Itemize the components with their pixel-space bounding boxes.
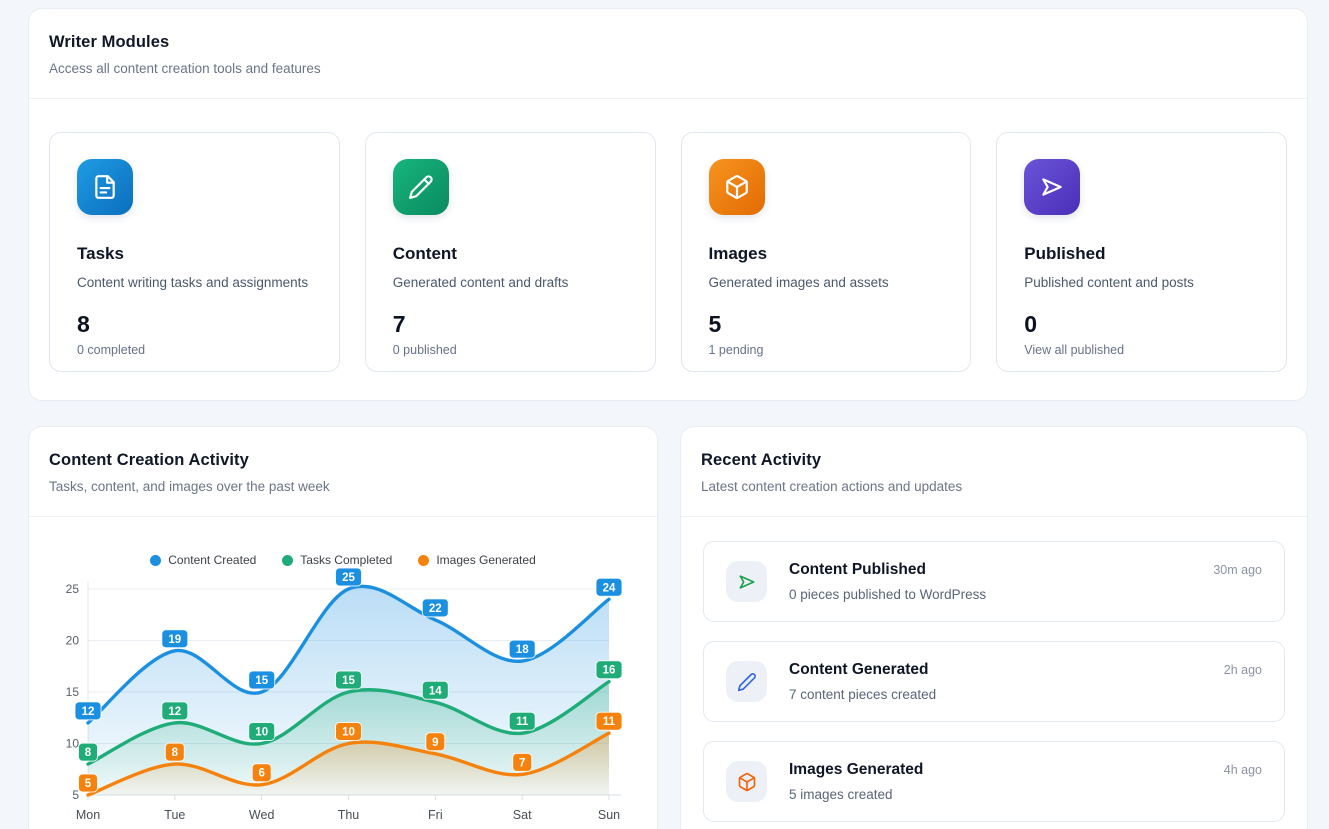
module-description: Generated images and assets — [708, 275, 889, 290]
module-description: Content writing tasks and assignments — [77, 275, 309, 290]
activity-title: Content Generated — [789, 661, 929, 678]
module-count-sub: 0 published — [392, 343, 457, 357]
svg-text:10: 10 — [255, 727, 268, 739]
writer-modules-title: Writer Modules — [49, 33, 170, 51]
activity-description: 7 content pieces created — [789, 687, 937, 702]
module-card-content[interactable]: Content Generated content and drafts 7 0… — [364, 132, 656, 372]
module-count-sub: 0 completed — [77, 343, 146, 357]
svg-text:16: 16 — [603, 665, 616, 677]
svg-text:10: 10 — [66, 737, 80, 751]
chart-panel-title: Content Creation Activity — [49, 451, 249, 469]
module-count-sub: View all published — [1024, 343, 1125, 357]
svg-text:20: 20 — [66, 634, 80, 648]
chart-body: Content Created Tasks Completed Images G… — [29, 553, 657, 829]
activity-timestamp: 4h ago — [1223, 763, 1262, 777]
module-title: Images — [708, 244, 768, 263]
svg-text:Fri: Fri — [428, 808, 443, 822]
legend-item-images-generated[interactable]: Images Generated — [418, 553, 536, 567]
module-count: 5 — [708, 311, 722, 337]
module-cards-row: Tasks Content writing tasks and assignme… — [29, 99, 1307, 400]
activity-item-images-generated[interactable]: Images Generated 4h ago 5 images created — [703, 741, 1285, 822]
svg-text:15: 15 — [342, 675, 355, 687]
legend-dot-green — [282, 554, 294, 566]
module-card-tasks[interactable]: Tasks Content writing tasks and assignme… — [49, 132, 340, 372]
module-description: Published content and posts — [1024, 275, 1194, 290]
svg-text:Sun: Sun — [598, 808, 620, 822]
svg-text:Mon: Mon — [76, 808, 100, 822]
activity-list: Content Published 30m ago 0 pieces publi… — [681, 517, 1307, 829]
svg-text:19: 19 — [168, 634, 181, 646]
document-icon — [77, 159, 133, 215]
module-title: Tasks — [77, 244, 124, 263]
module-count-sub: 1 pending — [708, 343, 764, 357]
legend-item-tasks-completed[interactable]: Tasks Completed — [282, 553, 392, 567]
cube-icon — [708, 159, 765, 215]
svg-text:22: 22 — [429, 603, 442, 615]
legend-item-content-created[interactable]: Content Created — [150, 553, 256, 567]
chart-legend: Content Created Tasks Completed Images G… — [49, 553, 637, 567]
module-count: 0 — [1024, 311, 1038, 337]
svg-text:11: 11 — [516, 716, 529, 728]
svg-text:25: 25 — [342, 572, 355, 584]
svg-text:Thu: Thu — [338, 808, 360, 822]
pencil-icon — [392, 159, 449, 215]
module-count: 8 — [77, 311, 90, 337]
recent-activity-title: Recent Activity — [701, 451, 822, 469]
activity-title: Images Generated — [789, 761, 924, 778]
svg-text:12: 12 — [82, 706, 95, 718]
activity-title: Content Published — [789, 561, 926, 578]
module-card-published[interactable]: Published Published content and posts 0 … — [996, 132, 1287, 372]
pencil-icon — [726, 661, 767, 702]
svg-text:8: 8 — [85, 747, 92, 759]
svg-text:Wed: Wed — [249, 808, 275, 822]
svg-text:Sat: Sat — [513, 808, 532, 822]
recent-activity-panel: Recent Activity Latest content creation … — [680, 426, 1308, 829]
send-icon — [726, 561, 767, 602]
recent-activity-header: Recent Activity Latest content creation … — [681, 427, 1307, 517]
activity-line-chart: 5 10 15 20 25 Mon Tue Wed Thu Fri Sat Sun 12 19 15 25 22… — [66, 567, 623, 822]
activity-description: 0 pieces published to WordPress — [789, 587, 987, 602]
svg-text:5: 5 — [72, 788, 79, 802]
legend-dot-blue — [150, 554, 162, 566]
activity-item-content-published[interactable]: Content Published 30m ago 0 pieces publi… — [703, 541, 1285, 622]
legend-label: Images Generated — [436, 553, 536, 567]
svg-text:25: 25 — [66, 582, 80, 596]
activity-timestamp: 2h ago — [1223, 663, 1262, 677]
svg-text:24: 24 — [603, 582, 616, 594]
writer-modules-subtitle: Access all content creation tools and fe… — [49, 61, 321, 76]
chart-panel-subtitle: Tasks, content, and images over the past… — [49, 479, 330, 494]
legend-dot-orange — [418, 554, 430, 566]
legend-label: Content Created — [168, 553, 257, 567]
recent-activity-subtitle: Latest content creation actions and upda… — [701, 479, 963, 494]
svg-text:6: 6 — [258, 768, 264, 780]
svg-text:14: 14 — [429, 685, 442, 697]
svg-text:Tue: Tue — [164, 808, 185, 822]
module-description: Generated content and drafts — [392, 275, 569, 290]
module-count: 7 — [392, 311, 406, 337]
module-title: Published — [1024, 244, 1106, 263]
activity-item-content-generated[interactable]: Content Generated 2h ago 7 content piece… — [703, 641, 1285, 722]
svg-text:18: 18 — [516, 644, 529, 656]
svg-text:12: 12 — [168, 706, 181, 718]
activity-timestamp: 30m ago — [1213, 563, 1262, 577]
activity-description: 5 images created — [789, 787, 893, 802]
svg-text:9: 9 — [432, 737, 438, 749]
svg-text:8: 8 — [172, 747, 179, 759]
module-card-images[interactable]: Images Generated images and assets 5 1 p… — [680, 132, 972, 372]
send-icon — [1024, 159, 1081, 215]
svg-text:11: 11 — [603, 716, 616, 728]
writer-modules-panel: Writer Modules Access all content creati… — [28, 8, 1308, 401]
svg-text:15: 15 — [66, 685, 80, 699]
legend-label: Tasks Completed — [300, 553, 393, 567]
svg-text:7: 7 — [519, 757, 525, 769]
writer-modules-header: Writer Modules Access all content creati… — [29, 9, 1307, 99]
svg-text:15: 15 — [255, 675, 268, 687]
module-title: Content — [392, 244, 457, 263]
content-creation-activity-panel: Content Creation Activity Tasks, content… — [28, 426, 658, 829]
chart-panel-header: Content Creation Activity Tasks, content… — [29, 427, 657, 517]
svg-text:5: 5 — [85, 778, 92, 790]
svg-text:10: 10 — [342, 727, 355, 739]
cube-icon — [726, 761, 767, 802]
